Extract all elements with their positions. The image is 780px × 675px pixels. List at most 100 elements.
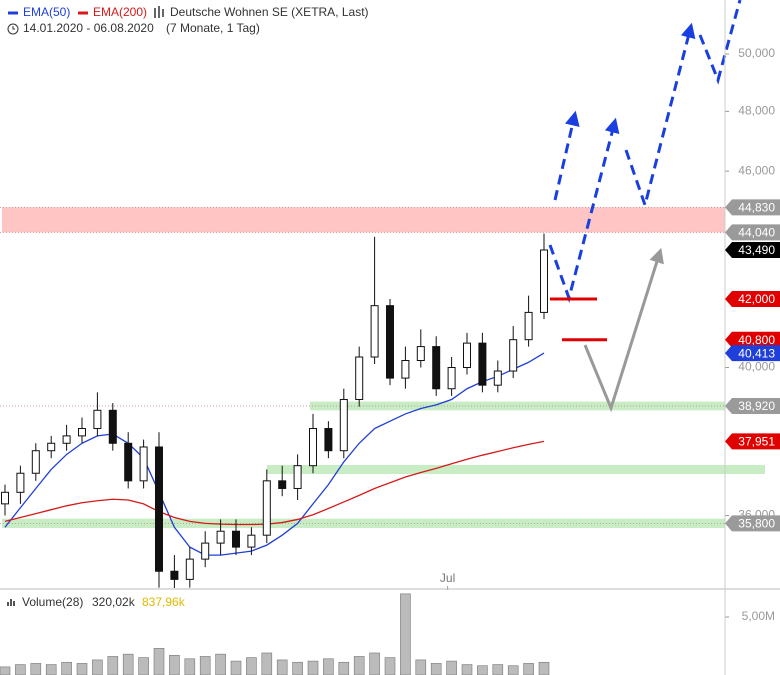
- volume-bar: [461, 664, 473, 675]
- volume-bar: [61, 661, 72, 675]
- volume-icon: [7, 599, 15, 606]
- x-tick-label: Jul: [440, 571, 455, 585]
- volume-bar: [153, 648, 165, 675]
- candle-body: [309, 428, 317, 467]
- volume-avg: 320,02k: [92, 595, 136, 609]
- candle-body: [355, 356, 364, 400]
- price-tag-label: 40,413: [738, 346, 775, 360]
- volume-bar: [45, 664, 57, 675]
- legend-label: EMA(50): [23, 5, 70, 19]
- price-tag-label: 44,830: [738, 201, 775, 215]
- candle-body: [62, 435, 71, 444]
- candle-body: [293, 465, 302, 489]
- candle-body: [247, 534, 256, 548]
- legend-label: EMA(200): [93, 5, 147, 19]
- volume-bar: [538, 661, 550, 675]
- candle-body: [262, 480, 271, 536]
- candle-body: [278, 480, 287, 489]
- candle-body: [401, 360, 410, 379]
- candle-body: [139, 446, 148, 482]
- volume-bar: [184, 658, 196, 675]
- date-range: 14.01.2020 - 06.08.2020: [23, 21, 154, 35]
- chart-title: Deutsche Wohnen SE (XETRA, Last): [170, 5, 369, 19]
- volume-last: 837,96k: [142, 595, 186, 609]
- price-tag: [725, 241, 780, 258]
- candle-body: [447, 367, 456, 390]
- candle-body: [478, 342, 487, 386]
- volume-bar: [276, 659, 288, 675]
- candle-body: [416, 346, 425, 362]
- candle-body: [170, 570, 179, 580]
- price-axis: 50,00048,00046,00040,00036,000Jul44,8304…: [440, 0, 780, 590]
- candle-body: [47, 442, 56, 452]
- candle-body: [31, 450, 40, 474]
- candle-body: [493, 370, 502, 386]
- price-tag: [725, 290, 780, 307]
- arrow-blue: [698, 0, 742, 85]
- candle-body: [16, 472, 25, 493]
- price-tag: [725, 199, 780, 216]
- volume-bar: [122, 653, 134, 675]
- volume-bar: [338, 661, 350, 675]
- candle-body: [232, 530, 240, 548]
- candle-body: [124, 442, 133, 482]
- candle-body: [540, 249, 548, 313]
- volume-bar: [430, 663, 442, 675]
- volume-bar: [323, 658, 334, 675]
- volume-bar: [76, 663, 88, 675]
- y-tick-label: 48,000: [738, 104, 775, 118]
- volume-bar: [246, 657, 257, 675]
- candle-body: [108, 409, 117, 444]
- volume-bar: [369, 652, 380, 675]
- projection-arrows: [548, 0, 742, 413]
- price-tag: [725, 433, 780, 450]
- candle-body: [201, 542, 210, 560]
- zones: [0, 206, 765, 529]
- volume-bar: [230, 660, 242, 675]
- price-tag-label: 43,490: [738, 243, 775, 257]
- candle-body: [432, 346, 441, 390]
- volume-bar: [169, 654, 180, 675]
- volume-plot: 5,00M Volume(28) 320,02k 837,96k: [0, 589, 775, 675]
- price-plot: [1, 233, 548, 588]
- volume-bar: [400, 593, 411, 675]
- volume-bar: [261, 652, 273, 675]
- zone: [310, 401, 725, 411]
- y-tick-label: 50,000: [738, 46, 775, 60]
- volume-bar: [199, 656, 211, 675]
- ema-line: [4, 440, 545, 526]
- candle-icon: [154, 6, 164, 18]
- y-tick-label: 5,00M: [742, 609, 775, 623]
- clock-hand: [12, 26, 15, 30]
- price-tag-label: 38,920: [738, 399, 775, 413]
- price-tag: [725, 515, 780, 532]
- volume-bar: [523, 663, 534, 675]
- volume-bar: [492, 664, 504, 675]
- volume-bar: [477, 665, 488, 675]
- zone: [266, 464, 765, 475]
- volume-bar: [307, 660, 319, 675]
- period: (7 Monate, 1 Tag): [166, 21, 260, 35]
- price-tag: [725, 397, 780, 414]
- volume-bar: [30, 663, 42, 675]
- candle-body: [216, 530, 225, 544]
- arrow-gray: [583, 247, 664, 413]
- volume-bar: [446, 660, 457, 675]
- candle-body: [370, 305, 379, 358]
- clock-icon: [7, 23, 19, 35]
- candle-body: [509, 339, 518, 372]
- candle-body: [524, 311, 533, 341]
- volume-bar: [384, 657, 396, 675]
- zone: [2, 207, 725, 233]
- volume-bar: [507, 665, 519, 675]
- volume-bar: [107, 656, 119, 675]
- price-tag: [725, 345, 780, 362]
- volume-bar: [292, 661, 303, 675]
- arrow-blue: [553, 110, 580, 201]
- price-tag-label: 37,951: [738, 435, 775, 449]
- candle-body: [1, 491, 9, 505]
- y-tick-label: 40,000: [738, 360, 775, 374]
- y-tick-label: 46,000: [738, 163, 775, 177]
- candle-body: [78, 428, 86, 437]
